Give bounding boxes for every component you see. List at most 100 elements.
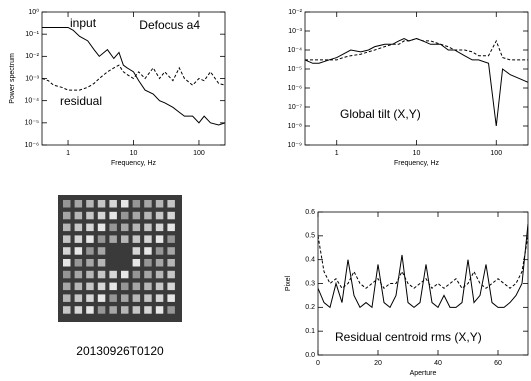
y-tick-label: 0.3 — [305, 280, 315, 287]
x-tick-label: 40 — [434, 360, 442, 367]
panel-title: Global tilt (X,Y) — [340, 107, 421, 121]
image-spot — [63, 235, 71, 243]
image-spot — [167, 200, 175, 208]
image-spot — [167, 282, 175, 291]
image-spot — [167, 247, 175, 255]
series-label: residual — [60, 94, 102, 108]
image-spot — [167, 270, 175, 279]
x-tick-label: 100 — [490, 150, 502, 157]
panel-title: Defocus a4 — [139, 18, 200, 32]
image-spot — [167, 211, 175, 220]
image-spot — [109, 294, 117, 302]
y-tick-label: 10⁻³ — [288, 28, 302, 35]
image-spot — [132, 211, 141, 220]
image-spot — [132, 282, 141, 291]
image-spot — [132, 306, 141, 314]
image-spot — [144, 223, 152, 232]
image-spot — [86, 235, 94, 243]
image-spot — [144, 306, 152, 314]
image-spot — [155, 259, 164, 267]
image-spot — [63, 282, 71, 291]
image-spot — [144, 211, 152, 220]
image-spot — [121, 270, 129, 279]
image-spot — [97, 247, 106, 255]
x-tick-label: 10 — [130, 150, 138, 157]
plot-frame — [304, 11, 529, 146]
image-spot — [86, 200, 94, 208]
x-axis-label: Frequency, Hz — [394, 160, 439, 167]
image-spot — [109, 235, 117, 243]
image-spot — [97, 270, 106, 279]
y-tick-label: 10⁻⁷ — [288, 104, 302, 111]
image-spot — [97, 294, 106, 302]
series-line — [42, 26, 225, 126]
image-spot — [121, 211, 129, 220]
image-spot — [74, 306, 83, 314]
image-caption: 20130926T0120 — [76, 344, 164, 358]
image-spot — [167, 294, 175, 302]
image-spot — [63, 259, 71, 267]
image-spot — [109, 223, 117, 232]
image-spot — [63, 270, 71, 279]
image-spot — [109, 200, 117, 208]
y-tick-label: 10⁻⁴ — [25, 98, 40, 105]
image-spot — [74, 235, 83, 243]
image-spot — [155, 294, 164, 302]
x-axis-label: Aperture — [410, 370, 437, 377]
image-spot — [74, 211, 83, 220]
image-spot — [74, 223, 83, 232]
image-spot — [63, 247, 71, 255]
image-spot — [132, 223, 141, 232]
y-tick-label: 0.2 — [305, 304, 315, 311]
y-tick-label: 10⁻⁶ — [25, 142, 39, 149]
image-spot — [121, 282, 129, 291]
image-spot — [121, 294, 129, 302]
series-label: input — [70, 16, 97, 30]
panel-title: Residual centroid rms (X,Y) — [335, 330, 482, 344]
image-spot — [155, 211, 164, 220]
image-spot — [74, 282, 83, 291]
y-tick-label: 0.0 — [305, 352, 315, 359]
image-spot — [86, 247, 94, 255]
image-spot — [109, 306, 117, 314]
y-tick-label: 0.4 — [305, 257, 315, 264]
image-spot — [63, 211, 71, 220]
image-spot — [155, 200, 164, 208]
image-spot — [97, 235, 106, 243]
image-spot — [144, 200, 152, 208]
image-spot — [132, 247, 141, 255]
x-tick-label: 1 — [335, 150, 339, 157]
image-spot — [144, 294, 152, 302]
image-spot — [86, 211, 94, 220]
x-tick-label: 10 — [413, 150, 421, 157]
image-spot — [167, 223, 175, 232]
x-tick-label: 100 — [193, 150, 205, 157]
y-tick-label: 10⁻⁴ — [288, 47, 303, 54]
x-axis-label: Frequency, Hz — [111, 160, 156, 167]
x-tick-label: 1 — [66, 150, 70, 157]
image-spot — [144, 247, 152, 255]
image-spot — [132, 294, 141, 302]
image-spot — [132, 200, 141, 208]
image-spot — [86, 306, 94, 314]
y-tick-label: 10⁻² — [25, 53, 39, 60]
image-spot — [109, 211, 117, 220]
image-spot — [97, 211, 106, 220]
image-spot — [86, 223, 94, 232]
image-spot — [109, 270, 117, 279]
image-spot — [86, 294, 94, 302]
y-tick-label: 10⁻⁸ — [288, 123, 302, 130]
image-spot — [74, 270, 83, 279]
y-tick-label: 10⁰ — [28, 8, 39, 16]
image-spot — [144, 270, 152, 279]
image-spot — [121, 223, 129, 232]
image-spot — [132, 270, 141, 279]
series-line — [42, 64, 225, 91]
image-spot — [63, 294, 71, 302]
y-tick-label: 10⁻⁶ — [288, 85, 302, 92]
image-spot — [155, 282, 164, 291]
image-spot — [144, 235, 152, 243]
image-spot — [167, 259, 175, 267]
image-spot — [155, 223, 164, 232]
